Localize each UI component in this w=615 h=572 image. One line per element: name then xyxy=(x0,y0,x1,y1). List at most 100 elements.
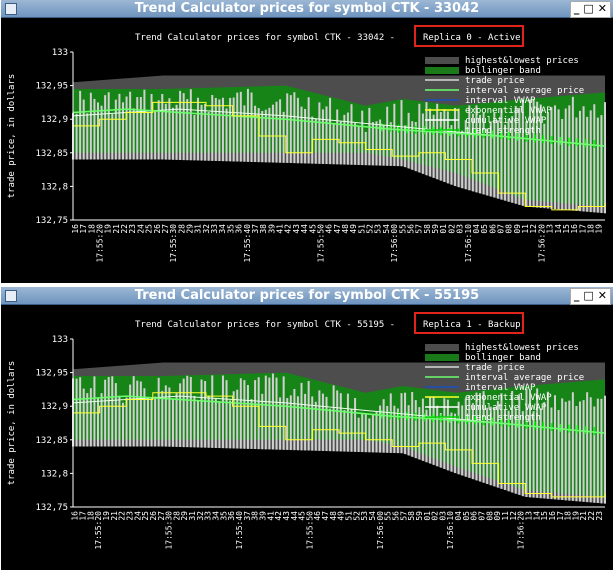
x-second-label: 54 xyxy=(382,224,391,234)
x-second-label: 19 xyxy=(102,511,111,521)
window-title: Trend Calculator prices for symbol CTK -… xyxy=(134,288,480,303)
x-second-label: 53 xyxy=(360,511,369,521)
legend-label: interval average price xyxy=(465,373,584,383)
x-second-label: 37 xyxy=(251,224,260,234)
x-second-label: 17 xyxy=(79,511,88,521)
x-second-label: 26 xyxy=(149,511,158,521)
x-second-label: 31 xyxy=(188,511,197,521)
x-second-label: 19 xyxy=(595,224,604,234)
x-second-label: 45 xyxy=(298,511,307,521)
interval-average-line xyxy=(72,395,606,434)
x-second-label: 16 xyxy=(548,511,557,521)
trend-strength-markers xyxy=(380,410,596,436)
y-tick-label: 132,95 xyxy=(35,82,68,92)
x-second-label: 33 xyxy=(204,511,213,521)
x-time-label: 17:55:50 xyxy=(316,224,325,263)
y-tick-label: 132,75 xyxy=(35,503,68,513)
x-second-label: 55 xyxy=(398,224,407,234)
x-time-label: 17:55:20 xyxy=(95,224,104,263)
x-second-label: 04 xyxy=(454,511,463,521)
x-second-label: 43 xyxy=(282,511,291,521)
x-second-label: 44 xyxy=(290,511,299,521)
x-second-label: 14 xyxy=(554,224,563,234)
x-second-label: 58 xyxy=(423,224,432,234)
legend-swatch xyxy=(425,57,459,64)
x-second-label: 26 xyxy=(153,224,162,234)
legend-label: trade price xyxy=(465,76,525,86)
window-titlebar[interactable]: Trend Calculator prices for symbol CTK -… xyxy=(1,0,613,18)
x-second-label: 51 xyxy=(357,224,366,234)
x-second-label: 05 xyxy=(462,511,471,521)
x-time-label: 17:55:20 xyxy=(94,511,103,550)
x-second-label: 09 xyxy=(513,224,522,234)
x-second-label: 52 xyxy=(352,511,361,521)
minimize-icon[interactable]: _ xyxy=(573,289,580,302)
x-second-label: 31 xyxy=(194,224,203,234)
x-second-label: 59 xyxy=(415,511,424,521)
x-second-label: 22 xyxy=(587,511,596,521)
window-titlebar[interactable]: Trend Calculator prices for symbol CTK -… xyxy=(1,287,613,305)
legend-label: cumulative VWAP xyxy=(465,116,547,126)
x-second-label: 54 xyxy=(368,511,377,521)
legend-label: interval VWAP xyxy=(465,96,536,106)
x-second-label: 45 xyxy=(308,224,317,234)
window-menu-icon[interactable] xyxy=(5,3,17,15)
window-menu-icon[interactable] xyxy=(5,290,17,302)
x-time-label: 17:55:30 xyxy=(165,511,174,550)
x-second-label: 35 xyxy=(219,511,228,521)
x-second-label: 15 xyxy=(540,511,549,521)
x-time-label: 17:55:50 xyxy=(305,511,314,550)
x-time-label: 17:55:30 xyxy=(169,224,178,263)
window-controls: _ □ ✕ xyxy=(569,288,611,305)
x-second-label: 23 xyxy=(125,511,134,521)
y-tick-label: 132,85 xyxy=(35,149,68,159)
legend-label: trade price xyxy=(465,363,525,373)
x-second-label: 12 xyxy=(529,224,538,234)
x-second-label: 01 xyxy=(423,511,432,521)
x-second-label: 09 xyxy=(493,511,502,521)
x-second-label: 06 xyxy=(488,224,497,234)
x-second-label: 13 xyxy=(546,224,555,234)
x-second-label: 14 xyxy=(532,511,541,521)
minimize-icon[interactable]: _ xyxy=(573,2,580,15)
x-second-label: 06 xyxy=(470,511,479,521)
maximize-icon[interactable]: □ xyxy=(583,289,594,302)
close-icon[interactable]: ✕ xyxy=(597,289,607,302)
x-second-label: 33 xyxy=(210,224,219,234)
x-time-label: 17:56:20 xyxy=(517,511,526,550)
x-time-label: 17:55:40 xyxy=(235,511,244,550)
x-second-label: 48 xyxy=(329,511,338,521)
x-second-label: 58 xyxy=(407,511,416,521)
x-second-label: 21 xyxy=(112,224,121,234)
y-tick-label: 132,85 xyxy=(35,436,68,446)
x-second-label: 11 xyxy=(501,511,510,521)
y-tick-label: 133 xyxy=(52,335,68,345)
x-second-label: 08 xyxy=(485,511,494,521)
x-second-label: 57 xyxy=(399,511,408,521)
window-controls: _ □ ✕ xyxy=(569,1,611,18)
legend-label: bollinger band xyxy=(465,66,541,76)
maximize-icon[interactable]: □ xyxy=(583,2,594,15)
x-second-label: 13 xyxy=(524,511,533,521)
y-tick-label: 132,9 xyxy=(41,402,68,412)
x-second-label: 32 xyxy=(202,224,211,234)
x-second-label: 29 xyxy=(180,511,189,521)
x-second-label: 19 xyxy=(571,511,580,521)
legend-swatch xyxy=(425,67,459,74)
x-second-label: 39 xyxy=(267,224,276,234)
x-time-label: 17:56:00 xyxy=(390,224,399,263)
x-second-label: 47 xyxy=(333,224,342,234)
x-second-label: 35 xyxy=(226,224,235,234)
trend-window-replica-0: Trend Calculator prices for symbol CTK -… xyxy=(1,0,613,283)
x-second-label: 18 xyxy=(86,511,95,521)
exponential-vwap-line xyxy=(73,101,606,211)
x-second-label: 49 xyxy=(349,224,358,234)
x-second-label: 38 xyxy=(251,511,260,521)
x-second-label: 39 xyxy=(258,511,267,521)
legend-label: interval average price xyxy=(465,86,584,96)
close-icon[interactable]: ✕ xyxy=(597,2,607,15)
x-second-label: 52 xyxy=(366,224,375,234)
x-second-label: 38 xyxy=(259,224,268,234)
